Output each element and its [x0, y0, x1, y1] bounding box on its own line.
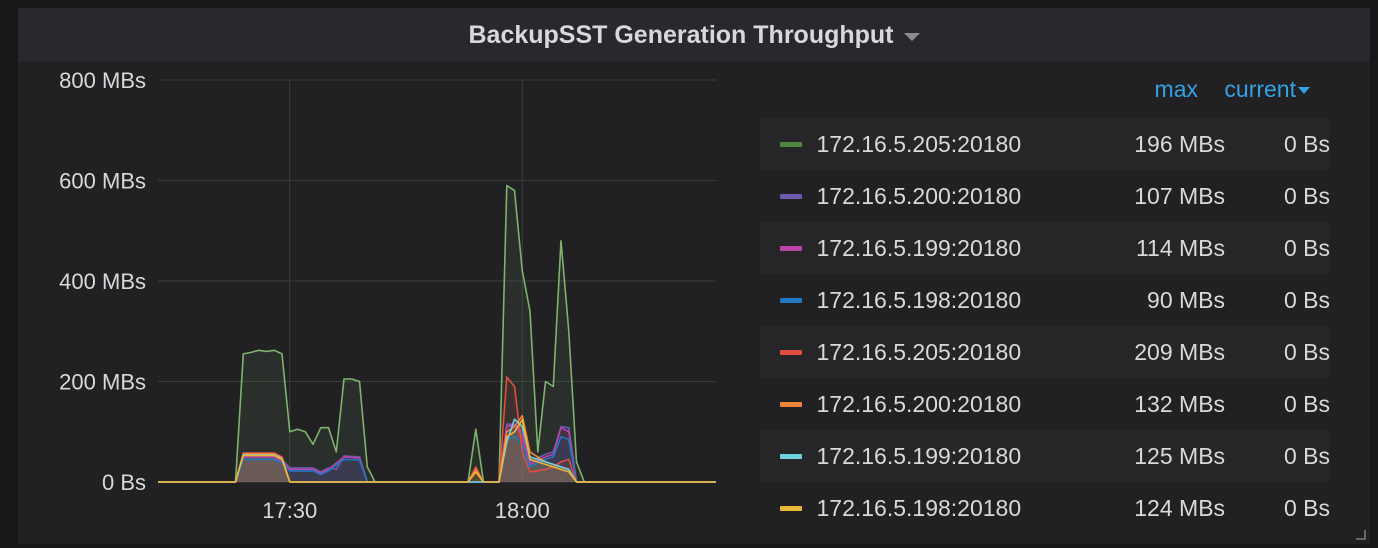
series-area	[158, 185, 716, 482]
y-tick-label: 800 MBs	[59, 68, 146, 93]
series-color-swatch[interactable]	[780, 141, 803, 147]
resize-handle-icon[interactable]	[1356, 530, 1366, 540]
legend-current-value: 0 Bs	[1283, 390, 1330, 417]
legend-item[interactable]: 172.16.5.199:20180 114 MBs 0 Bs	[760, 222, 1330, 274]
series-color-swatch[interactable]	[780, 297, 803, 303]
chart-series-areas	[158, 185, 716, 482]
panel-header[interactable]: BackupSST Generation Throughput	[18, 8, 1370, 62]
series-line	[158, 418, 716, 483]
legend-current-value: 0 Bs	[1283, 182, 1330, 209]
legend-series-name[interactable]: 172.16.5.200:20180	[816, 390, 1022, 417]
legend-item[interactable]: 172.16.5.200:20180 132 MBs 0 Bs	[760, 378, 1330, 430]
chart-series-lines	[158, 184, 716, 483]
legend-series-name[interactable]: 172.16.5.198:20180	[816, 494, 1022, 521]
legend-series-name[interactable]: 172.16.5.205:20180	[816, 338, 1022, 365]
legend-current-value: 0 Bs	[1283, 234, 1330, 261]
chart-plot: 0 Bs 200 MBs 400 MBs 600 MBs 800 MBs 17:30 18…	[59, 68, 716, 523]
legend-current-value: 0 Bs	[1283, 338, 1330, 365]
legend-item[interactable]: 172.16.5.199:20180 125 MBs 0 Bs	[760, 430, 1330, 482]
sort-desc-icon	[1298, 87, 1310, 95]
y-axis-ticks: 0 Bs 200 MBs 400 MBs 600 MBs 800 MBs	[59, 68, 146, 495]
graph-panel: BackupSST Generation Throughput 0 Bs 200 …	[18, 8, 1370, 544]
legend: max current 172.16.5.205:20180 196 MBs 0 B…	[760, 74, 1330, 534]
legend-max-value: 209 MBs	[1134, 338, 1226, 365]
legend-sort-current-label[interactable]: current	[1224, 76, 1296, 102]
legend-series-name[interactable]: 172.16.5.205:20180	[816, 130, 1022, 157]
legend-max-value: 114 MBs	[1135, 234, 1226, 261]
legend-current-value: 0 Bs	[1283, 130, 1330, 157]
series-color-swatch[interactable]	[780, 193, 803, 199]
chevron-down-icon[interactable]	[903, 33, 920, 41]
x-tick-label: 17:30	[262, 498, 317, 523]
series-color-swatch[interactable]	[780, 401, 803, 407]
y-tick-label: 0 Bs	[102, 470, 146, 495]
legend-max-value: 107 MBs	[1134, 182, 1226, 209]
legend-sort-max[interactable]: max	[1154, 76, 1198, 102]
y-tick-label: 400 MBs	[59, 269, 146, 294]
legend-current-value: 0 Bs	[1283, 442, 1330, 469]
panel-title[interactable]: BackupSST Generation Throughput	[468, 20, 894, 49]
y-tick-label: 600 MBs	[59, 169, 146, 194]
legend-series-name[interactable]: 172.16.5.198:20180	[816, 286, 1022, 313]
x-axis-ticks: 17:30 18:00	[262, 498, 550, 523]
legend-max-value: 132 MBs	[1134, 390, 1226, 417]
legend-series-name[interactable]: 172.16.5.199:20180	[816, 234, 1022, 261]
legend-item[interactable]: 172.16.5.200:20180 107 MBs 0 Bs	[760, 170, 1330, 222]
series-color-swatch[interactable]	[780, 349, 803, 355]
x-tick-label: 18:00	[495, 498, 550, 523]
legend-max-value: 90 MBs	[1147, 286, 1226, 313]
legend-item[interactable]: 172.16.5.205:20180 209 MBs 0 Bs	[760, 326, 1330, 378]
legend-current-value: 0 Bs	[1283, 494, 1330, 521]
legend-series-name[interactable]: 172.16.5.199:20180	[816, 442, 1022, 469]
legend-max-value: 125 MBs	[1134, 442, 1226, 469]
legend-current-value: 0 Bs	[1283, 286, 1330, 313]
legend-max-value: 124 MBs	[1134, 494, 1226, 521]
legend-header: max current	[760, 74, 1330, 118]
series-color-swatch[interactable]	[780, 245, 803, 251]
series-color-swatch[interactable]	[780, 505, 803, 511]
legend-max-value: 196 MBs	[1134, 130, 1226, 157]
series-line	[158, 376, 716, 483]
series-color-swatch[interactable]	[780, 453, 803, 459]
legend-item[interactable]: 172.16.5.198:20180 124 MBs 0 Bs	[760, 482, 1330, 534]
legend-series-name[interactable]: 172.16.5.200:20180	[816, 182, 1022, 209]
legend-sort-current[interactable]: current	[1224, 76, 1310, 103]
series-line	[158, 184, 716, 483]
legend-item[interactable]: 172.16.5.198:20180 90 MBs 0 Bs	[760, 274, 1330, 326]
y-tick-label: 200 MBs	[59, 370, 146, 395]
legend-item[interactable]: 172.16.5.205:20180 196 MBs 0 Bs	[760, 118, 1330, 170]
